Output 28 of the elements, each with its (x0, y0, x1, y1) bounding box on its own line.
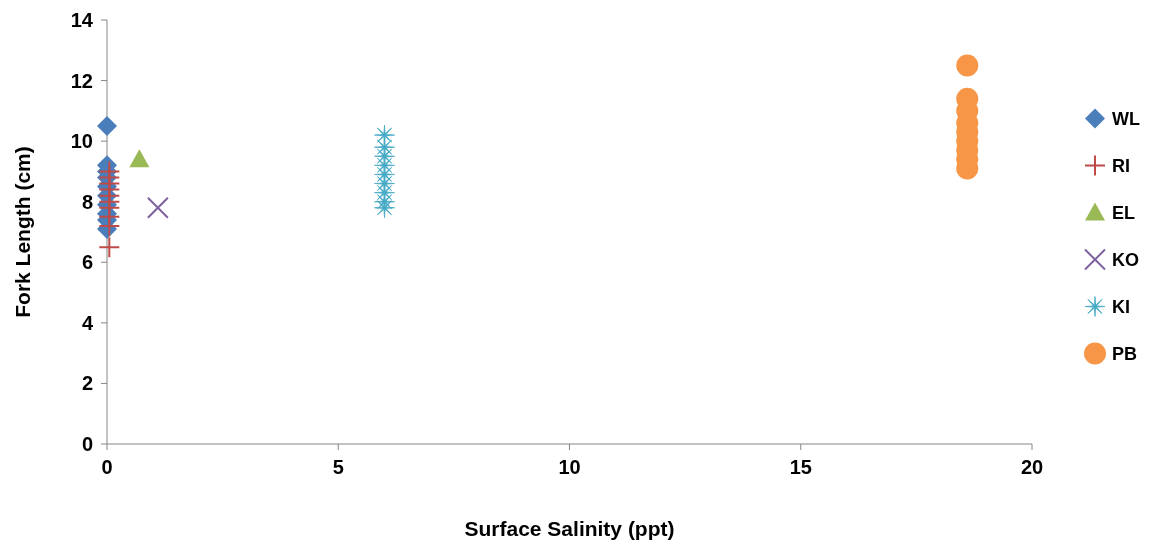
x-tick-label: 0 (101, 456, 113, 478)
point (97, 116, 117, 136)
y-tick-label: 6 (81, 251, 93, 274)
legend-label: KI (1112, 296, 1130, 317)
legend-label: RI (1112, 155, 1130, 176)
point (374, 124, 395, 146)
legend-label: EL (1112, 202, 1136, 223)
y-tick-label: 10 (70, 130, 93, 153)
point (98, 236, 121, 259)
point (374, 197, 395, 219)
x-tick-label: 20 (1020, 456, 1044, 478)
y-tick-label: 2 (81, 372, 93, 395)
y-axis-title: Fork Length (cm) (11, 146, 34, 318)
x-axis-title: Surface Salinity (ppt) (464, 517, 675, 540)
legend-label: PB (1112, 343, 1138, 364)
x-tick-label: 5 (332, 456, 344, 478)
y-tick-label: 12 (70, 69, 93, 92)
x-tick-label: 15 (789, 456, 812, 478)
y-tick-label: 8 (81, 190, 93, 213)
point (129, 149, 150, 168)
legend-label: WL (1112, 108, 1140, 129)
x-tick-label: 10 (558, 456, 581, 478)
legend-label: KO (1112, 249, 1139, 270)
y-tick-label: 14 (70, 9, 94, 31)
point (956, 54, 979, 77)
point (146, 196, 169, 219)
y-tick-label: 0 (81, 433, 93, 455)
y-tick-label: 4 (81, 311, 94, 334)
